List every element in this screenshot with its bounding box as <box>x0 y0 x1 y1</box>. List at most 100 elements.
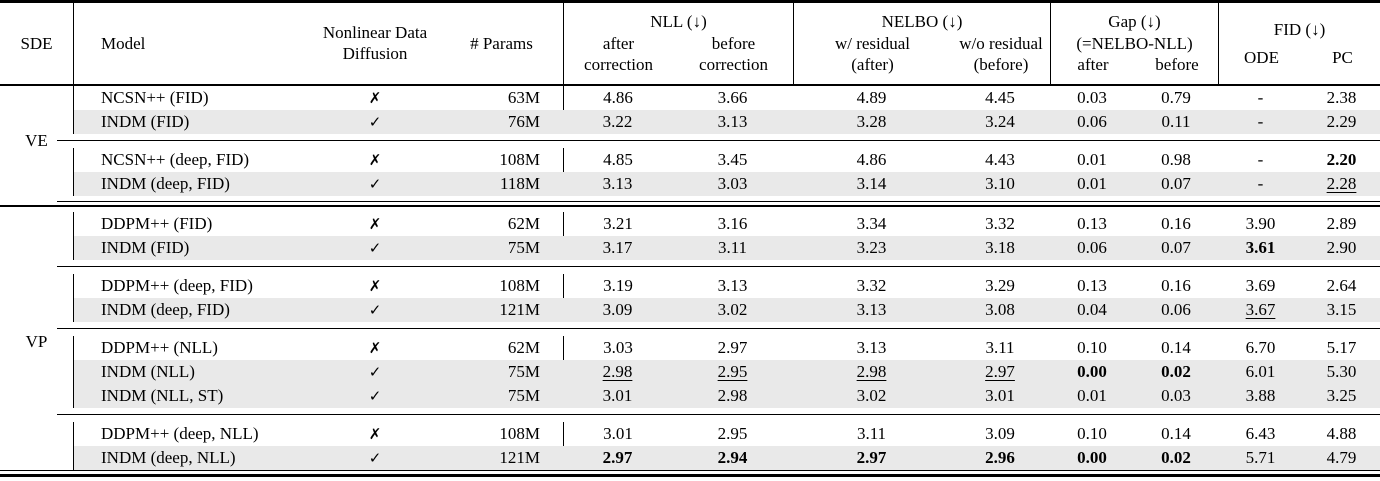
gap-before-cell: 0.98 <box>1161 150 1191 169</box>
nll-before-cell: 3.66 <box>717 88 748 107</box>
header-nelbo-title: NELBO (↓) <box>881 12 963 32</box>
nll-after-cell: 3.03 <box>563 336 672 360</box>
cross-mark-icon: ✗ <box>368 425 382 443</box>
table-row: DDPM++ (deep, FID) ✗ 108M 3.19 3.13 3.32… <box>0 274 1380 298</box>
cross-mark-icon: ✗ <box>368 339 382 357</box>
nelbo-wo-cell: 4.43 <box>985 150 1015 169</box>
model-cell: DDPM++ (deep, NLL) <box>73 422 310 446</box>
nll-after-cell: 2.98 <box>563 360 672 384</box>
header-gap-title: Gap (↓) <box>1108 12 1161 32</box>
table-row: INDM (FID) ✓ 76M 3.22 3.13 3.28 3.24 0.0… <box>0 110 1380 134</box>
group-divider <box>0 322 1380 336</box>
nll-before-cell: 3.45 <box>717 150 748 169</box>
nll-before-cell: 3.03 <box>672 172 793 196</box>
fid-ode-cell: 6.43 <box>1245 424 1276 443</box>
model-cell: DDPM++ (FID) <box>73 212 310 236</box>
fid-pc-cell: 2.28 <box>1303 172 1380 196</box>
check-mark-icon: ✓ <box>310 172 440 196</box>
params-cell: 108M <box>499 424 540 443</box>
fid-pc-cell: 5.17 <box>1326 338 1357 357</box>
table-row: DDPM++ (deep, NLL) ✗ 108M 3.01 2.95 3.11… <box>0 422 1380 446</box>
params-cell: 108M <box>499 276 540 295</box>
fid-pc-cell: 2.38 <box>1326 88 1357 107</box>
params-cell: 75M <box>440 360 563 384</box>
params-cell: 118M <box>440 172 563 196</box>
gap-after-cell: 0.00 <box>1050 446 1134 470</box>
nll-before-cell: 2.95 <box>672 360 793 384</box>
nll-after-cell: 4.85 <box>563 148 672 172</box>
table-row: NCSN++ (deep, FID) ✗ 108M 4.85 3.45 4.86… <box>0 148 1380 172</box>
nelbo-wo-cell: 3.01 <box>950 384 1050 408</box>
model-cell: INDM (deep, NLL) <box>73 446 310 470</box>
params-cell: 121M <box>440 446 563 470</box>
nelbo-w-cell: 4.86 <box>856 150 887 169</box>
nelbo-wo-cell: 3.10 <box>950 172 1050 196</box>
check-mark-icon: ✓ <box>310 110 440 134</box>
nelbo-w-cell: 3.34 <box>856 214 887 233</box>
gap-before-cell: 0.11 <box>1134 110 1218 134</box>
gap-after-cell: 0.10 <box>1077 338 1107 357</box>
nll-before-cell: 2.94 <box>672 446 793 470</box>
header-nll-before: before correction <box>699 34 768 74</box>
header-group-fid: FID (↓) ODE PC <box>1218 3 1380 84</box>
header-sde: SDE <box>20 33 53 53</box>
header-nll-after: after correction <box>584 34 653 74</box>
fid-pc-cell: 5.30 <box>1303 360 1380 384</box>
params-cell: 62M <box>507 214 540 233</box>
table-body: VE VP NCSN++ (FID) ✗ 63M 4.86 3.66 4.89 … <box>0 86 1380 481</box>
gap-after-cell: 0.01 <box>1077 150 1107 169</box>
table-row: DDPM++ (NLL) ✗ 62M 3.03 2.97 3.13 3.11 0… <box>0 336 1380 360</box>
cross-mark-icon: ✗ <box>368 277 382 295</box>
gap-before-cell: 0.16 <box>1161 214 1191 233</box>
nll-before-cell: 3.13 <box>717 276 748 295</box>
header-model: Model <box>73 3 310 84</box>
fid-ode-cell: - <box>1257 88 1264 107</box>
fid-pc-cell: 3.15 <box>1303 298 1380 322</box>
model-cell: NCSN++ (deep, FID) <box>73 148 310 172</box>
fid-pc-cell: 2.90 <box>1303 236 1380 260</box>
fid-ode-cell: 3.90 <box>1245 214 1276 233</box>
header-gap-formula: (=NELBO-NLL) <box>1076 34 1193 54</box>
gap-before-cell: 0.06 <box>1134 298 1218 322</box>
gap-before-cell: 0.07 <box>1134 236 1218 260</box>
nelbo-wo-cell: 3.29 <box>985 276 1015 295</box>
model-cell: DDPM++ (NLL) <box>73 336 310 360</box>
nelbo-wo-cell: 3.09 <box>985 424 1015 443</box>
nelbo-wo-cell: 2.96 <box>950 446 1050 470</box>
header-fid-ode: ODE <box>1244 47 1279 67</box>
bottom-rule <box>0 470 1380 481</box>
cross-mark-icon: ✗ <box>368 215 382 233</box>
fid-pc-cell: 2.20 <box>1326 150 1357 169</box>
fid-pc-cell: 4.79 <box>1303 446 1380 470</box>
model-cell: INDM (deep, FID) <box>73 298 310 322</box>
model-cell: INDM (deep, FID) <box>73 172 310 196</box>
fid-pc-cell: 2.29 <box>1303 110 1380 134</box>
nll-after-cell: 3.17 <box>563 236 672 260</box>
fid-pc-cell: 2.89 <box>1326 214 1357 233</box>
fid-ode-cell: 5.71 <box>1218 446 1303 470</box>
nll-before-cell: 3.13 <box>672 110 793 134</box>
nelbo-wo-cell: 3.08 <box>950 298 1050 322</box>
group-divider <box>0 260 1380 274</box>
table-row: INDM (NLL) ✓ 75M 2.98 2.95 2.98 2.97 0.0… <box>0 360 1380 384</box>
model-cell: NCSN++ (FID) <box>73 86 310 110</box>
header-group-gap: Gap (↓) (=NELBO-NLL) after before <box>1050 3 1218 84</box>
table-row: INDM (deep, FID) ✓ 118M 3.13 3.03 3.14 3… <box>0 172 1380 196</box>
gap-after-cell: 0.04 <box>1050 298 1134 322</box>
nelbo-w-cell: 3.02 <box>793 384 950 408</box>
params-cell: 121M <box>440 298 563 322</box>
gap-after-cell: 0.00 <box>1050 360 1134 384</box>
nll-after-cell: 3.22 <box>563 110 672 134</box>
check-mark-icon: ✓ <box>310 446 440 470</box>
nelbo-w-cell: 3.13 <box>856 338 887 357</box>
nll-after-cell: 3.13 <box>563 172 672 196</box>
gap-after-cell: 0.01 <box>1050 172 1134 196</box>
fid-ode-cell: - <box>1257 150 1264 169</box>
nll-after-cell: 3.01 <box>563 384 672 408</box>
nelbo-w-cell: 3.13 <box>793 298 950 322</box>
model-cell: INDM (FID) <box>73 236 310 260</box>
fid-pc-cell: 4.88 <box>1326 424 1357 443</box>
fid-ode-cell: - <box>1218 172 1303 196</box>
gap-after-cell: 0.13 <box>1077 214 1107 233</box>
nll-after-cell: 3.21 <box>563 212 672 236</box>
